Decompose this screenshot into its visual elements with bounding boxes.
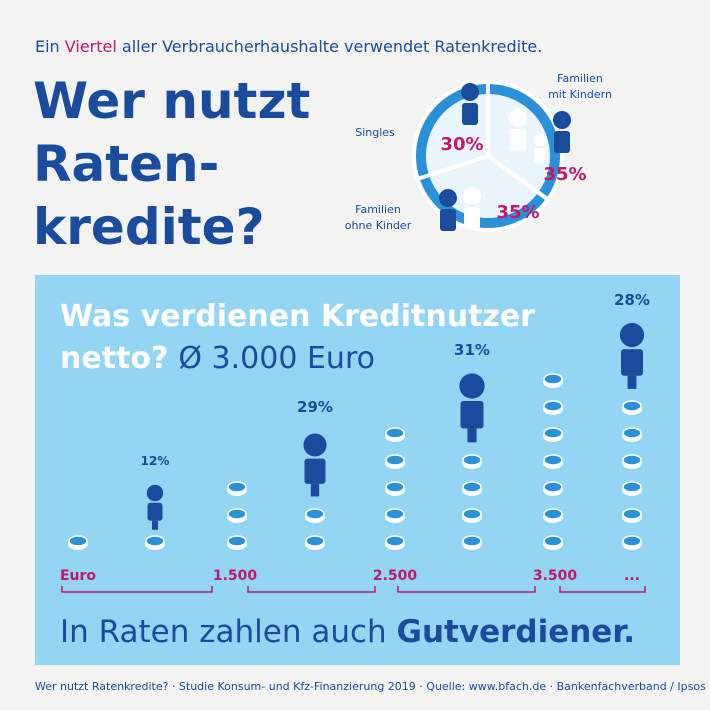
income-panel xyxy=(35,275,680,665)
coin xyxy=(622,427,642,439)
intro-highlight: Viertel xyxy=(65,37,117,56)
coin xyxy=(543,373,563,385)
scale-label: 3.500 xyxy=(533,568,578,584)
coin xyxy=(622,481,642,493)
coin xyxy=(145,535,165,547)
coin xyxy=(543,454,563,466)
pie-category-label: mit Kindern xyxy=(548,88,612,101)
person-legs xyxy=(627,375,637,389)
pie-category-label: Familien xyxy=(557,72,603,85)
person-head xyxy=(533,133,547,147)
person-head xyxy=(509,109,527,127)
coin xyxy=(543,400,563,412)
person-body xyxy=(462,103,478,125)
person-head xyxy=(553,111,571,129)
pie-category-label: ohne Kinder xyxy=(345,219,412,232)
person-body xyxy=(534,147,546,164)
income-heading: Was verdienen Kreditnutzer xyxy=(60,299,535,334)
scale-label: ... xyxy=(624,568,640,584)
title: Wer nutzt Raten- kredite? xyxy=(33,72,310,256)
coin xyxy=(543,508,563,520)
scale-label: 2.500 xyxy=(373,568,418,584)
coin xyxy=(462,454,482,466)
person-body xyxy=(554,131,570,153)
person-body xyxy=(621,349,643,376)
income-heading: netto? Ø 3.000 Euro xyxy=(60,341,375,376)
person-legs xyxy=(467,428,477,443)
pie-value-label: 30% xyxy=(440,134,483,155)
scale-bracket xyxy=(61,586,213,593)
intro-text: aller Verbraucherhaushalte verwendet Rat… xyxy=(117,37,542,56)
person-body xyxy=(460,400,484,429)
heading-part: netto? xyxy=(60,341,168,376)
person-head xyxy=(461,83,479,101)
coin xyxy=(385,508,405,520)
person-head xyxy=(459,373,485,399)
coin xyxy=(622,400,642,412)
conclusion-text: In Raten zahlen auch xyxy=(60,614,397,650)
coin xyxy=(385,535,405,547)
scale-bracket xyxy=(559,586,646,593)
pie-chart: 35%35% 30% Familien mit Kindern Familien ohne… xyxy=(345,72,612,232)
coin xyxy=(385,427,405,439)
person-legs xyxy=(310,483,320,497)
person-legs xyxy=(152,520,158,530)
income-graphic: 12% 29% 31% 28% Euro 1.500 2.500 3.500... xyxy=(60,291,650,593)
coin xyxy=(622,454,642,466)
coin xyxy=(68,535,88,547)
person-head xyxy=(463,187,481,205)
coin xyxy=(305,535,325,547)
coin xyxy=(385,454,405,466)
pie-value-label: 35% xyxy=(543,164,586,185)
intro: Ein Viertel aller Verbraucherhaushalte v… xyxy=(35,37,542,56)
coin xyxy=(462,508,482,520)
person-head xyxy=(146,484,164,502)
coin xyxy=(543,481,563,493)
coin xyxy=(227,535,247,547)
person-body xyxy=(510,129,526,151)
coin xyxy=(305,508,325,520)
coin xyxy=(462,481,482,493)
scale-label: Euro xyxy=(60,568,96,584)
person-body xyxy=(464,207,480,229)
coin xyxy=(622,508,642,520)
title-line: kredite? xyxy=(33,198,265,256)
coin xyxy=(543,535,563,547)
share-label: 12% xyxy=(141,454,170,468)
pie-category-label: Singles xyxy=(355,126,395,139)
scale-bracket xyxy=(247,586,376,593)
title-line: Wer nutzt xyxy=(33,72,310,130)
person-body xyxy=(440,209,456,231)
coin xyxy=(227,481,247,493)
person-body xyxy=(304,458,326,484)
person-body xyxy=(147,502,163,521)
coin xyxy=(543,427,563,439)
conclusion: In Raten zahlen auch Gutverdiener. xyxy=(60,614,635,650)
coin xyxy=(462,535,482,547)
heading-average: Ø 3.000 Euro xyxy=(178,341,375,376)
coin xyxy=(622,535,642,547)
scale-label: 1.500 xyxy=(213,568,258,584)
conclusion-bold: Gutverdiener. xyxy=(397,614,635,650)
intro-text: Ein xyxy=(35,37,65,56)
person-head xyxy=(619,322,645,348)
share-label: 31% xyxy=(454,341,490,359)
pie-value-label: 35% xyxy=(496,202,539,223)
person-head xyxy=(303,433,327,457)
share-label: 28% xyxy=(614,291,650,309)
share-label: 29% xyxy=(297,398,333,416)
pie-category-label: Familien xyxy=(355,203,401,216)
scale-bracket xyxy=(397,586,536,593)
title-line: Raten- xyxy=(33,135,219,193)
person-head xyxy=(439,189,457,207)
coin xyxy=(227,508,247,520)
footer: Wer nutzt Ratenkredite? · Studie Konsum-… xyxy=(35,680,706,693)
coin xyxy=(385,481,405,493)
